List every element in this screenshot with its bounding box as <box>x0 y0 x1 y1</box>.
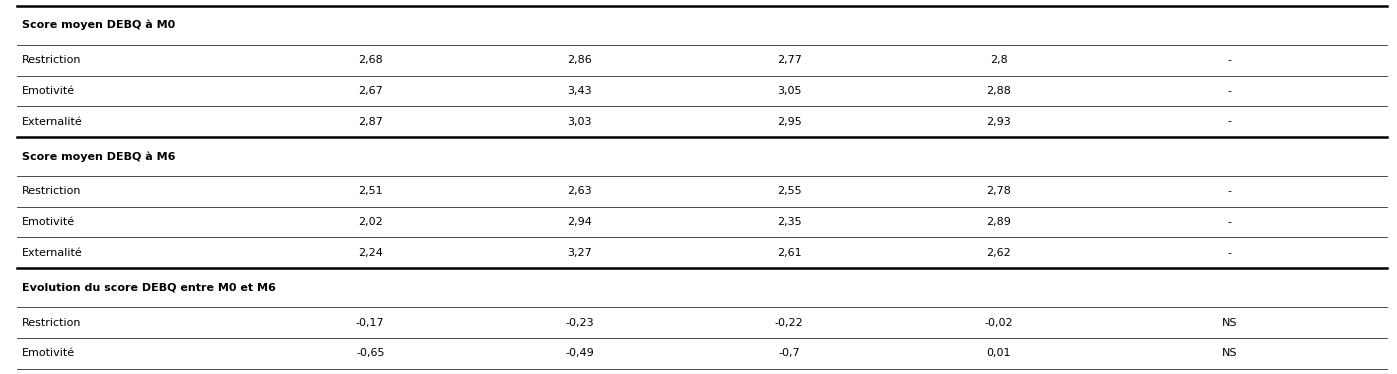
Text: 3,27: 3,27 <box>567 248 592 258</box>
Text: -: - <box>1228 248 1231 258</box>
Text: -: - <box>1228 187 1231 196</box>
Text: -0,65: -0,65 <box>356 349 384 358</box>
Text: 2,94: 2,94 <box>567 217 592 227</box>
Text: -: - <box>1228 117 1231 126</box>
Text: Restriction: Restriction <box>22 55 82 65</box>
Text: 2,89: 2,89 <box>986 217 1011 227</box>
Text: -0,02: -0,02 <box>985 318 1013 328</box>
Text: 2,77: 2,77 <box>777 55 802 65</box>
Text: -: - <box>1228 55 1231 65</box>
Text: Emotivité: Emotivité <box>22 217 75 227</box>
Text: Evolution du score DEBQ entre M0 et M6: Evolution du score DEBQ entre M0 et M6 <box>22 283 277 293</box>
Text: Score moyen DEBQ à M0: Score moyen DEBQ à M0 <box>22 20 176 31</box>
Text: 2,68: 2,68 <box>358 55 383 65</box>
Text: Emotivité: Emotivité <box>22 86 75 96</box>
Text: 2,88: 2,88 <box>986 86 1011 96</box>
Text: -0,49: -0,49 <box>566 349 594 358</box>
Text: -: - <box>1228 86 1231 96</box>
Text: 3,03: 3,03 <box>567 117 592 126</box>
Text: 2,62: 2,62 <box>986 248 1011 258</box>
Text: Externalité: Externalité <box>22 117 82 126</box>
Text: 2,63: 2,63 <box>567 187 592 196</box>
Text: 2,95: 2,95 <box>777 117 802 126</box>
Text: 2,86: 2,86 <box>567 55 592 65</box>
Text: -0,23: -0,23 <box>566 318 594 328</box>
Text: 2,8: 2,8 <box>990 55 1007 65</box>
Text: Emotivité: Emotivité <box>22 349 75 358</box>
Text: -0,17: -0,17 <box>356 318 384 328</box>
Text: 2,24: 2,24 <box>358 248 383 258</box>
Text: -0,22: -0,22 <box>775 318 803 328</box>
Text: 2,67: 2,67 <box>358 86 383 96</box>
Text: 2,02: 2,02 <box>358 217 383 227</box>
Text: 3,43: 3,43 <box>567 86 592 96</box>
Text: Externalité: Externalité <box>22 248 82 258</box>
Text: 2,61: 2,61 <box>777 248 802 258</box>
Text: 2,51: 2,51 <box>358 187 383 196</box>
Text: -: - <box>1228 217 1231 227</box>
Text: 3,05: 3,05 <box>777 86 802 96</box>
Text: Score moyen DEBQ à M6: Score moyen DEBQ à M6 <box>22 151 176 162</box>
Text: NS: NS <box>1221 349 1238 358</box>
Text: 2,55: 2,55 <box>777 187 802 196</box>
Text: 2,78: 2,78 <box>986 187 1011 196</box>
Text: NS: NS <box>1221 318 1238 328</box>
Text: -0,7: -0,7 <box>778 349 800 358</box>
Text: 0,01: 0,01 <box>986 349 1011 358</box>
Text: Restriction: Restriction <box>22 187 82 196</box>
Text: 2,93: 2,93 <box>986 117 1011 126</box>
Text: 2,35: 2,35 <box>777 217 802 227</box>
Text: 2,87: 2,87 <box>358 117 383 126</box>
Text: Restriction: Restriction <box>22 318 82 328</box>
